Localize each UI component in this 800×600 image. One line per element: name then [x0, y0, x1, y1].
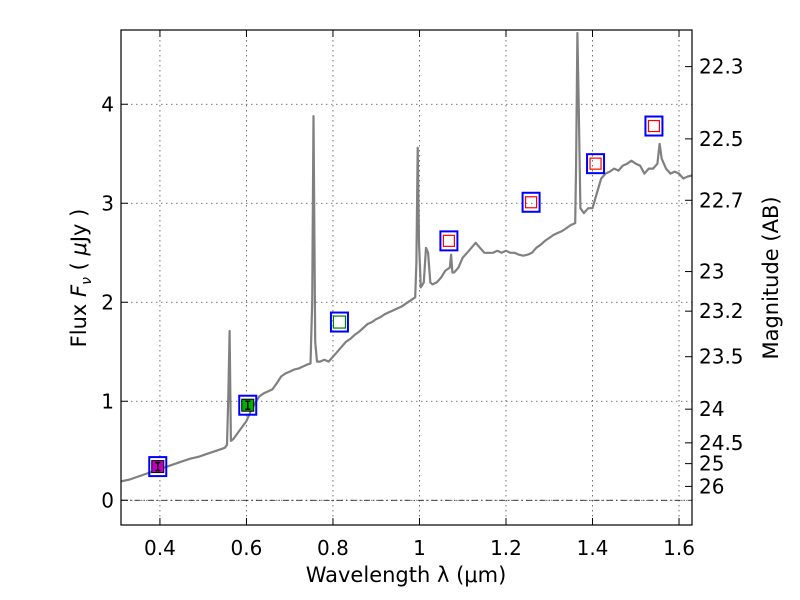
photometry-point-band-1.54	[644, 115, 664, 137]
x-tick-labels: 0.4 0.6 0.8 1 1.2 1.4 1.6	[144, 536, 695, 560]
x-tick-label: 0.4	[144, 536, 176, 560]
model-marker	[524, 196, 538, 209]
magnitude-tick-label: 23.2	[699, 299, 744, 323]
magnitude-tick-label: 23.5	[699, 345, 744, 369]
observed-box	[148, 456, 168, 478]
grid-layer	[121, 30, 692, 525]
magnitude-tick-label: 23	[699, 260, 724, 284]
x-tick-label: 0.6	[231, 536, 263, 560]
plot-content	[121, 31, 692, 483]
x-tick-label: 1.6	[663, 536, 695, 560]
magnitude-tick-label: 25	[699, 452, 724, 476]
y-tick-label: 2	[101, 290, 114, 314]
observed-box	[329, 311, 349, 333]
magnitude-tick-label: 22.5	[699, 127, 744, 151]
photometry-point-band-1.25	[521, 191, 541, 213]
observed-box	[644, 115, 664, 137]
axis-ticks	[121, 30, 692, 525]
y-tick-labels: 0 1 2 3 4	[101, 92, 114, 512]
y-axis-label: Flux Fν ( μJy )	[67, 209, 95, 348]
y-tick-label: 1	[101, 389, 114, 413]
magnitude-tick-label: 26	[699, 474, 724, 498]
photometry-point-band-0.60	[238, 394, 258, 416]
x-tick-label: 0.8	[317, 536, 349, 560]
model-marker	[589, 157, 602, 170]
x-tick-label: 1	[413, 536, 426, 560]
magnitude-tick-label: 22.7	[699, 188, 744, 212]
model-marker	[647, 119, 661, 133]
photometry-point-band-1.06	[439, 230, 459, 252]
y2-axis-label: Magnitude (AB)	[759, 196, 783, 359]
observed-box	[238, 394, 258, 416]
magnitude-tick-label: 24	[699, 397, 724, 421]
model-marker	[332, 315, 347, 329]
photometry-point-band-0.81	[329, 311, 349, 333]
y-tick-label: 4	[101, 92, 114, 116]
x-tick-label: 1.2	[490, 536, 522, 560]
plot-frame	[120, 29, 693, 526]
photometry-points	[148, 115, 664, 478]
x-tick-label: 1.4	[577, 536, 609, 560]
spectrum-line	[121, 31, 692, 483]
observed-box	[521, 191, 541, 213]
magnitude-tick-label: 22.3	[699, 55, 744, 79]
observed-box	[586, 153, 606, 175]
photometry-point-band-0.39	[148, 456, 168, 478]
magnitude-tick-label: 24.5	[699, 431, 744, 455]
model-marker	[442, 234, 455, 247]
photometry-point-band-1.40	[586, 153, 606, 175]
x-axis-label: Wavelength λ (μm)	[306, 563, 507, 587]
y-tick-label: 3	[101, 191, 114, 215]
observed-box	[439, 230, 459, 252]
y-tick-label: 0	[101, 488, 114, 512]
